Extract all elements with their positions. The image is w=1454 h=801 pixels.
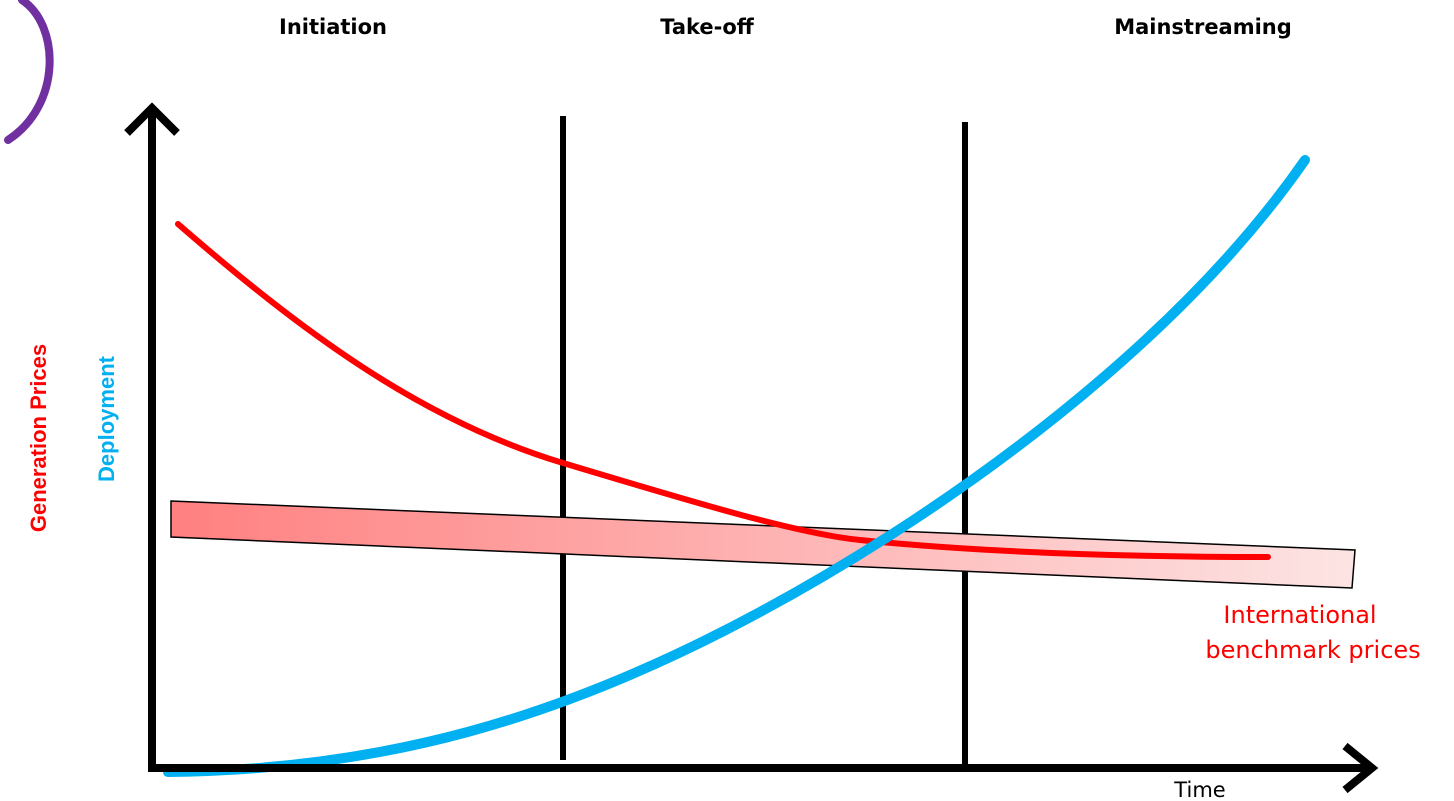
phase-label-takeoff: Take-off bbox=[660, 15, 755, 39]
y-axis-title-generation-prices: Generation Prices bbox=[26, 344, 51, 532]
phase-label-mainstreaming: Mainstreaming bbox=[1114, 15, 1292, 39]
generation-prices-curve bbox=[175, 221, 1271, 560]
benchmark-label-line1: International bbox=[1223, 601, 1376, 629]
benchmark-price-band bbox=[170, 500, 1356, 589]
y-axis-title-deployment: Deployment bbox=[94, 355, 119, 482]
x-axis-title-time: Time bbox=[1173, 778, 1225, 801]
corner-arc bbox=[4, 0, 54, 144]
phase-label-initiation: Initiation bbox=[279, 15, 387, 39]
y-axis-arrowhead bbox=[124, 102, 180, 136]
benchmark-label-line2: benchmark prices bbox=[1205, 636, 1420, 664]
x-axis-arrowhead bbox=[1342, 742, 1379, 794]
deployment-curve bbox=[163, 155, 1310, 777]
